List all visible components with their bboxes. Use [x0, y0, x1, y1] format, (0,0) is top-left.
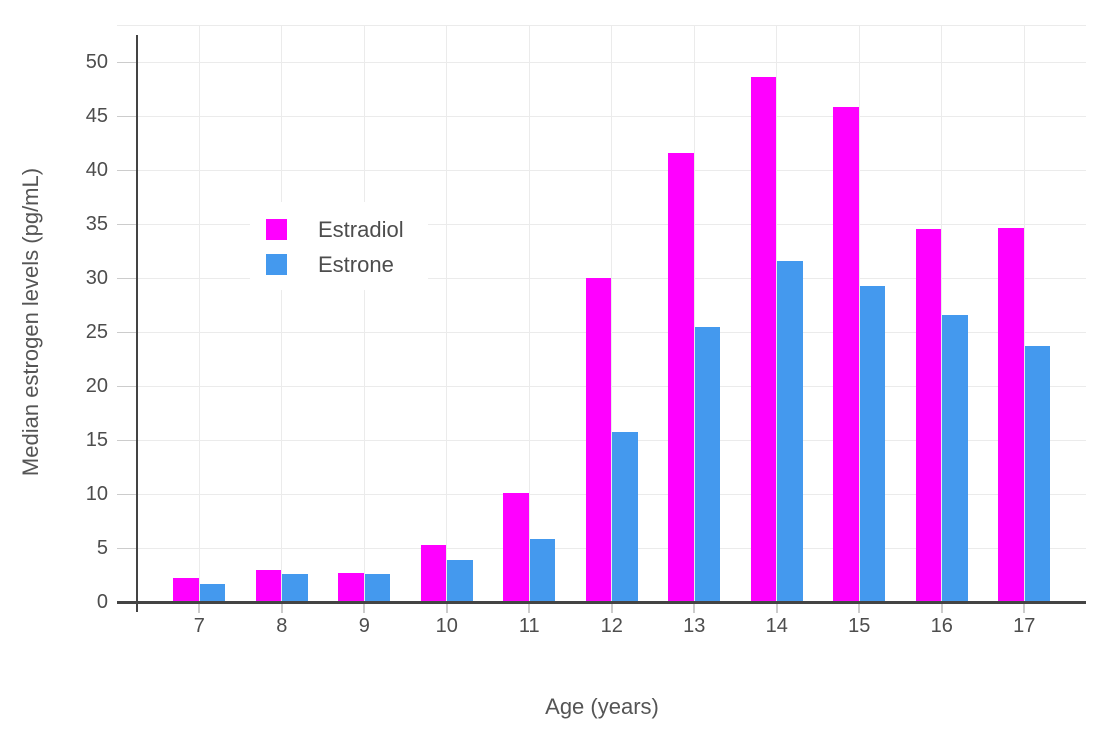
legend-swatch-estrone[interactable]	[266, 254, 287, 275]
bar-estrone-age-17	[1024, 346, 1051, 602]
v-gridline	[1023, 25, 1025, 602]
y-tick	[117, 386, 136, 387]
x-tick-label-15: 15	[848, 615, 871, 637]
y-tick-label-45: 45	[85, 105, 108, 127]
y-tick	[117, 494, 136, 495]
x-tick	[1023, 603, 1026, 613]
x-tick	[280, 603, 283, 613]
v-gridline	[528, 25, 530, 602]
x-tick	[693, 603, 696, 613]
bar-estrone-age-7	[199, 583, 226, 602]
x-tick-label-8: 8	[276, 615, 288, 637]
y-tick-label-15: 15	[85, 429, 108, 451]
x-tick	[198, 603, 201, 613]
bar-estrone-age-15	[859, 285, 886, 602]
x-tick-label-11: 11	[518, 615, 540, 637]
bar-estrone-age-12	[612, 432, 638, 602]
bar-estradiol-age-17	[998, 228, 1024, 602]
y-tick	[117, 62, 136, 63]
x-tick-label-16: 16	[930, 615, 953, 637]
bar-estradiol-age-7	[173, 578, 199, 602]
bar-estrone-age-11	[529, 539, 556, 602]
x-tick-label-7: 7	[193, 615, 205, 637]
y-tick-label-0: 0	[96, 591, 108, 613]
legend: Estradiol Estrone	[250, 202, 428, 290]
x-tick	[610, 603, 613, 613]
bar-estradiol-age-8	[255, 569, 282, 602]
y-tick	[117, 278, 136, 279]
v-gridline	[941, 25, 943, 602]
x-tick	[858, 603, 861, 613]
y-tick-label-20: 20	[85, 375, 108, 397]
v-gridline	[363, 25, 365, 602]
x-tick-label-17: 17	[1013, 615, 1036, 637]
v-gridline	[858, 25, 860, 602]
bar-estrone-age-9	[364, 573, 391, 602]
y-tick	[117, 440, 136, 441]
x-tick-label-12: 12	[600, 615, 623, 637]
y-tick	[117, 332, 136, 333]
x-tick	[528, 603, 531, 613]
legend-swatch-estradiol[interactable]	[266, 219, 287, 240]
x-tick-label-10: 10	[435, 615, 458, 637]
x-tick	[940, 603, 943, 613]
v-gridline	[198, 25, 200, 602]
bar-estrone-age-13	[694, 326, 721, 602]
y-axis-title: Median estrogen levels (pg/mL)	[18, 167, 43, 477]
x-axis-line	[117, 601, 1086, 604]
legend-label-estradiol: Estradiol	[318, 216, 404, 242]
x-axis-title: Age (years)	[545, 694, 659, 719]
y-tick-label-10: 10	[85, 483, 108, 505]
x-tick	[775, 603, 778, 613]
y-tick	[117, 224, 136, 225]
legend-item-estrone[interactable]: Estrone	[266, 247, 428, 282]
x-tick-label-13: 13	[683, 615, 706, 637]
bar-estradiol-age-15	[833, 107, 859, 602]
y-tick-label-35: 35	[85, 213, 108, 235]
legend-label-estrone: Estrone	[318, 251, 394, 277]
y-tick	[117, 548, 136, 549]
plot-top-border	[117, 25, 1086, 26]
y-axis-line	[136, 35, 138, 612]
v-gridline	[776, 25, 778, 602]
y-tick-label-50: 50	[85, 51, 108, 73]
v-gridline	[693, 25, 695, 602]
v-gridline	[281, 25, 283, 602]
y-tick-label-25: 25	[85, 321, 108, 343]
x-tick	[445, 603, 448, 613]
bar-estradiol-age-11	[503, 492, 529, 602]
bar-estradiol-age-10	[420, 544, 447, 602]
bar-estradiol-age-12	[585, 278, 612, 602]
bar-estradiol-age-16	[915, 229, 942, 602]
y-tick-label-30: 30	[85, 267, 108, 289]
bar-estrone-age-14	[777, 260, 803, 602]
y-tick	[117, 170, 136, 171]
v-gridline	[611, 25, 613, 602]
bar-estrone-age-10	[447, 559, 473, 602]
y-tick-label-5: 5	[96, 537, 108, 559]
v-gridline	[446, 25, 448, 602]
legend-item-estradiol[interactable]: Estradiol	[266, 212, 428, 247]
x-tick	[363, 603, 366, 613]
y-tick	[117, 116, 136, 117]
x-tick-label-14: 14	[765, 615, 788, 637]
x-tick-label-9: 9	[358, 615, 370, 637]
bar-estradiol-age-14	[750, 77, 777, 602]
bar-estradiol-age-13	[668, 152, 694, 602]
bar-estrone-age-8	[282, 573, 308, 602]
bar-estradiol-age-9	[338, 572, 364, 602]
bar-estrone-age-16	[942, 314, 968, 602]
y-tick-label-40: 40	[85, 159, 108, 181]
